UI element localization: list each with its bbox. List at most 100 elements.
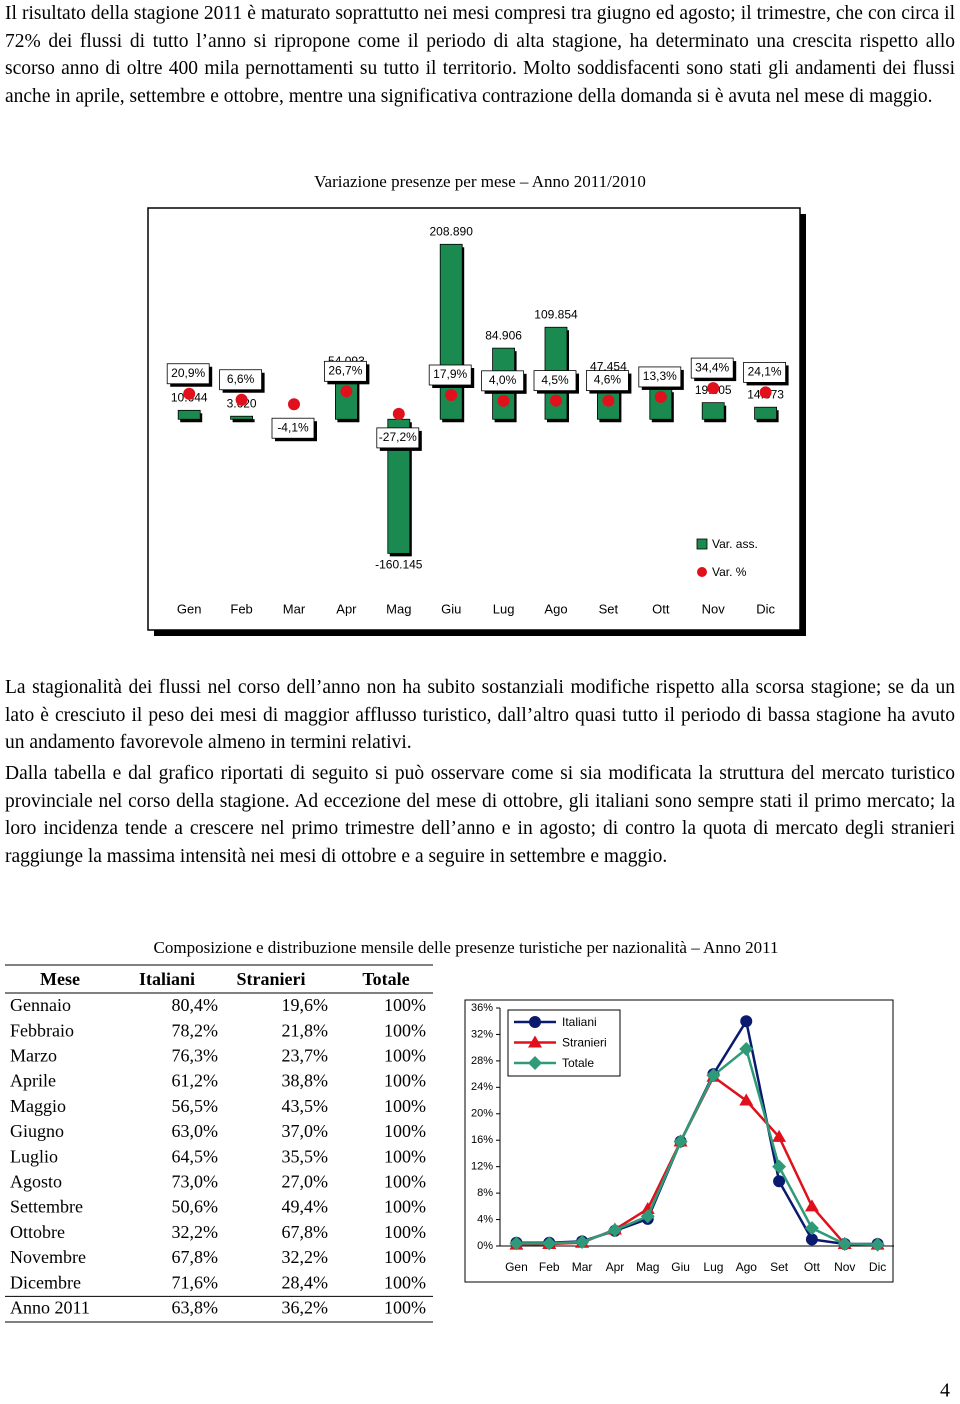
label-box xyxy=(481,370,525,392)
table-cell: 37,0% xyxy=(282,1121,329,1141)
marker xyxy=(759,386,772,399)
table-cell: Novembre xyxy=(10,1247,86,1267)
x-tick-label: Mar xyxy=(572,1260,593,1274)
marker xyxy=(575,1235,590,1250)
table-cell: 100% xyxy=(384,1197,426,1217)
marker xyxy=(235,393,248,406)
table-cell: 100% xyxy=(384,995,426,1015)
marker xyxy=(497,394,510,407)
y-tick-label: 28% xyxy=(471,1055,493,1067)
marker xyxy=(706,1068,721,1083)
legend-swatch xyxy=(696,538,708,550)
table-cell: Luglio xyxy=(10,1146,58,1166)
x-tick-label: Nov xyxy=(702,601,726,616)
marker xyxy=(773,1175,786,1188)
data-label: 24,1% xyxy=(748,365,782,379)
legend-label: Totale xyxy=(562,1056,594,1070)
marker xyxy=(673,1134,688,1149)
marker xyxy=(707,382,720,395)
table-cell: Gennaio xyxy=(10,995,71,1015)
table-cell: Aprile xyxy=(10,1071,56,1091)
table-cell: 71,6% xyxy=(172,1272,219,1292)
table-cell: 23,7% xyxy=(282,1046,329,1066)
bar xyxy=(177,409,201,420)
table-cell: 100% xyxy=(384,1121,426,1141)
table-cell: 67,8% xyxy=(172,1247,219,1267)
label-box xyxy=(428,364,472,386)
y-tick-label: 24% xyxy=(471,1081,493,1093)
marker xyxy=(445,389,458,402)
y-tick-label: 12% xyxy=(471,1161,493,1173)
table-cell: 100% xyxy=(384,1272,426,1292)
table-cell: 67,8% xyxy=(282,1222,329,1242)
label-box xyxy=(219,369,263,391)
table-cell: 78,2% xyxy=(172,1020,219,1040)
bar-shadow xyxy=(232,419,255,423)
table-cell: 49,4% xyxy=(282,1197,329,1217)
table-cell: 63,8% xyxy=(172,1298,219,1318)
table-cell: 38,8% xyxy=(282,1071,329,1091)
data-label: 20,9% xyxy=(171,366,205,380)
table-cell: 21,8% xyxy=(282,1020,329,1040)
table-cell: Ottobre xyxy=(10,1222,65,1242)
legend-marker xyxy=(529,1016,541,1028)
data-label: -160.145 xyxy=(375,558,423,572)
paragraph: La stagionalità dei flussi nel corso del… xyxy=(5,677,955,753)
marker xyxy=(739,1041,754,1056)
label-box xyxy=(533,370,577,392)
table-cell: 32,2% xyxy=(282,1247,329,1267)
x-tick-label: Set xyxy=(599,601,619,616)
table-title: Composizione e distribuzione mensile del… xyxy=(154,938,779,957)
x-tick-label: Ago xyxy=(736,1260,758,1274)
x-tick-label: Giu xyxy=(671,1260,690,1274)
label-box xyxy=(743,362,786,383)
data-label: 4,0% xyxy=(489,373,517,387)
x-tick-label: Set xyxy=(770,1260,789,1274)
y-tick-label: 4% xyxy=(477,1213,493,1225)
x-tick-label: Mag xyxy=(636,1260,659,1274)
legend-marker xyxy=(528,1035,542,1048)
table-cell: 100% xyxy=(384,1046,426,1066)
legend-swatch xyxy=(697,567,707,577)
x-tick-label: Ago xyxy=(544,601,567,616)
table-cell: 100% xyxy=(384,1071,426,1091)
marker xyxy=(183,387,196,400)
marker xyxy=(804,1199,819,1212)
bar xyxy=(701,402,725,420)
table-cell: 50,6% xyxy=(172,1197,219,1217)
table-cell: 61,2% xyxy=(172,1071,219,1091)
marker xyxy=(340,385,353,398)
table-cell: 64,5% xyxy=(172,1146,219,1166)
x-tick-label: Gen xyxy=(505,1260,528,1274)
y-tick-label: 32% xyxy=(471,1028,493,1040)
table-cell: 28,4% xyxy=(282,1272,329,1292)
x-tick-label: Giu xyxy=(441,601,461,616)
label-box xyxy=(690,357,734,379)
x-tick-label: Dic xyxy=(756,601,775,616)
y-tick-label: 0% xyxy=(477,1240,493,1252)
data-label: -27,2% xyxy=(379,430,417,444)
marker xyxy=(739,1093,754,1106)
label-box xyxy=(166,363,210,385)
label-box xyxy=(323,360,367,382)
label-box xyxy=(638,366,682,388)
bar xyxy=(230,415,254,420)
table-cell: 76,3% xyxy=(172,1046,219,1066)
table-cell: 100% xyxy=(384,1298,426,1318)
x-tick-label: Dic xyxy=(869,1260,886,1274)
x-tick-label: Nov xyxy=(834,1260,855,1274)
label-box xyxy=(271,417,315,439)
table-header: Italiani xyxy=(139,969,195,989)
table-cell: 100% xyxy=(384,1096,426,1116)
table-cell: 100% xyxy=(384,1172,426,1192)
table-cell: 73,0% xyxy=(172,1172,219,1192)
marker xyxy=(602,394,615,407)
table-cell: 32,2% xyxy=(172,1222,219,1242)
chart-frame xyxy=(147,207,801,631)
x-tick-label: Mar xyxy=(283,601,306,616)
x-tick-label: Apr xyxy=(336,601,357,616)
table-cell: 56,5% xyxy=(172,1096,219,1116)
marker xyxy=(607,1223,622,1238)
data-label: 4,5% xyxy=(541,373,569,387)
